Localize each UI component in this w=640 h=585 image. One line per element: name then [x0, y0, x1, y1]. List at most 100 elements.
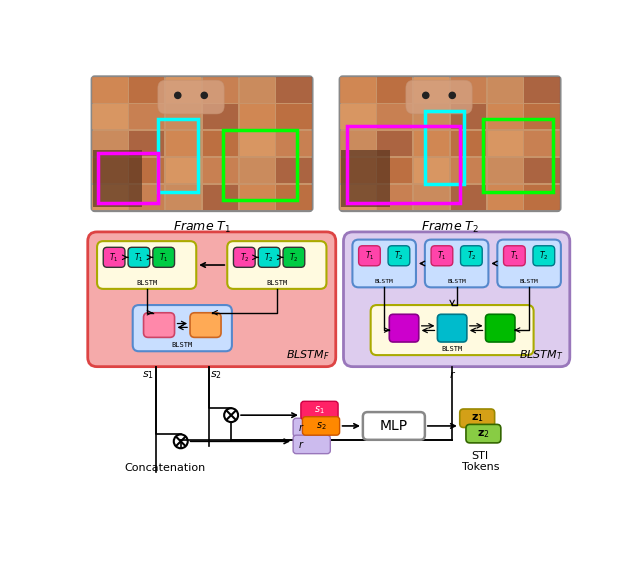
FancyBboxPatch shape: [239, 131, 275, 156]
FancyBboxPatch shape: [388, 246, 410, 266]
FancyBboxPatch shape: [358, 246, 380, 266]
Text: BLSTM: BLSTM: [266, 280, 287, 286]
Text: Frame $T_1$: Frame $T_1$: [173, 221, 231, 235]
Text: $r$: $r$: [298, 422, 304, 433]
FancyBboxPatch shape: [414, 104, 449, 129]
Text: BLSTM: BLSTM: [375, 279, 394, 284]
FancyBboxPatch shape: [488, 185, 523, 211]
FancyBboxPatch shape: [132, 305, 232, 351]
FancyBboxPatch shape: [293, 435, 330, 453]
FancyBboxPatch shape: [303, 417, 340, 435]
FancyBboxPatch shape: [377, 185, 412, 211]
FancyBboxPatch shape: [344, 232, 570, 367]
FancyBboxPatch shape: [239, 104, 275, 129]
Text: BLSTM$_T$: BLSTM$_T$: [519, 348, 564, 362]
FancyBboxPatch shape: [524, 104, 560, 129]
Circle shape: [449, 92, 456, 98]
FancyBboxPatch shape: [203, 104, 238, 129]
Text: BLSTM: BLSTM: [447, 279, 466, 284]
FancyBboxPatch shape: [276, 185, 312, 211]
FancyBboxPatch shape: [301, 401, 338, 420]
FancyBboxPatch shape: [203, 185, 238, 211]
Text: $s_2$: $s_2$: [210, 369, 222, 381]
FancyBboxPatch shape: [166, 77, 202, 102]
FancyBboxPatch shape: [129, 185, 164, 211]
FancyBboxPatch shape: [524, 77, 560, 102]
FancyBboxPatch shape: [414, 77, 449, 102]
Text: MLP: MLP: [380, 419, 408, 433]
FancyBboxPatch shape: [486, 314, 515, 342]
FancyBboxPatch shape: [488, 131, 523, 156]
FancyBboxPatch shape: [406, 80, 472, 114]
FancyBboxPatch shape: [414, 185, 449, 211]
Circle shape: [175, 92, 181, 98]
Bar: [425, 111, 463, 184]
FancyBboxPatch shape: [488, 104, 523, 129]
Bar: [98, 153, 158, 204]
Text: $r$: $r$: [449, 369, 456, 380]
FancyBboxPatch shape: [276, 131, 312, 156]
FancyBboxPatch shape: [239, 185, 275, 211]
Text: $T_2$: $T_2$: [467, 250, 476, 262]
FancyBboxPatch shape: [461, 246, 482, 266]
Text: $T_1$: $T_1$: [109, 251, 119, 264]
FancyBboxPatch shape: [340, 158, 376, 183]
FancyBboxPatch shape: [524, 131, 560, 156]
FancyBboxPatch shape: [92, 185, 127, 211]
FancyBboxPatch shape: [451, 158, 486, 183]
FancyBboxPatch shape: [153, 247, 175, 267]
Text: BLSTM: BLSTM: [442, 346, 463, 352]
FancyBboxPatch shape: [431, 246, 452, 266]
FancyBboxPatch shape: [259, 247, 280, 267]
FancyBboxPatch shape: [340, 77, 561, 211]
FancyBboxPatch shape: [377, 131, 412, 156]
FancyBboxPatch shape: [203, 77, 238, 102]
FancyBboxPatch shape: [97, 241, 196, 289]
Text: $T_2$: $T_2$: [289, 251, 299, 264]
Text: $T_2$: $T_2$: [264, 251, 274, 264]
FancyBboxPatch shape: [166, 158, 202, 183]
FancyBboxPatch shape: [92, 158, 127, 183]
Text: $T_2$: $T_2$: [239, 251, 249, 264]
FancyBboxPatch shape: [128, 247, 150, 267]
FancyBboxPatch shape: [293, 418, 330, 437]
Text: $T_1$: $T_1$: [437, 250, 447, 262]
FancyBboxPatch shape: [340, 104, 376, 129]
FancyBboxPatch shape: [451, 104, 486, 129]
FancyBboxPatch shape: [524, 185, 560, 211]
FancyBboxPatch shape: [283, 247, 305, 267]
FancyBboxPatch shape: [340, 185, 376, 211]
FancyBboxPatch shape: [276, 77, 312, 102]
Text: $\mathbf{z}_1$: $\mathbf{z}_1$: [471, 412, 484, 424]
FancyBboxPatch shape: [143, 313, 175, 338]
FancyBboxPatch shape: [451, 185, 486, 211]
FancyBboxPatch shape: [389, 314, 419, 342]
FancyBboxPatch shape: [227, 241, 326, 289]
FancyBboxPatch shape: [234, 247, 255, 267]
FancyBboxPatch shape: [92, 131, 127, 156]
Bar: [483, 119, 553, 192]
FancyBboxPatch shape: [158, 80, 224, 114]
Bar: [157, 119, 198, 192]
FancyBboxPatch shape: [190, 313, 221, 338]
Text: BLSTM: BLSTM: [136, 280, 157, 286]
FancyBboxPatch shape: [371, 305, 534, 355]
FancyBboxPatch shape: [466, 424, 501, 443]
FancyBboxPatch shape: [377, 77, 412, 102]
FancyBboxPatch shape: [504, 246, 525, 266]
FancyBboxPatch shape: [93, 150, 142, 207]
FancyBboxPatch shape: [353, 240, 416, 287]
FancyBboxPatch shape: [166, 185, 202, 211]
FancyBboxPatch shape: [92, 104, 127, 129]
FancyBboxPatch shape: [340, 77, 376, 102]
Text: Concatenation: Concatenation: [125, 463, 206, 473]
Text: $s_1$: $s_1$: [142, 369, 154, 381]
Text: Frame $T_2$: Frame $T_2$: [421, 221, 479, 235]
FancyBboxPatch shape: [88, 232, 336, 367]
Bar: [348, 126, 460, 204]
Text: $r$: $r$: [298, 439, 304, 450]
Text: $T_2$: $T_2$: [539, 250, 548, 262]
FancyBboxPatch shape: [239, 77, 275, 102]
FancyBboxPatch shape: [276, 158, 312, 183]
FancyBboxPatch shape: [203, 158, 238, 183]
